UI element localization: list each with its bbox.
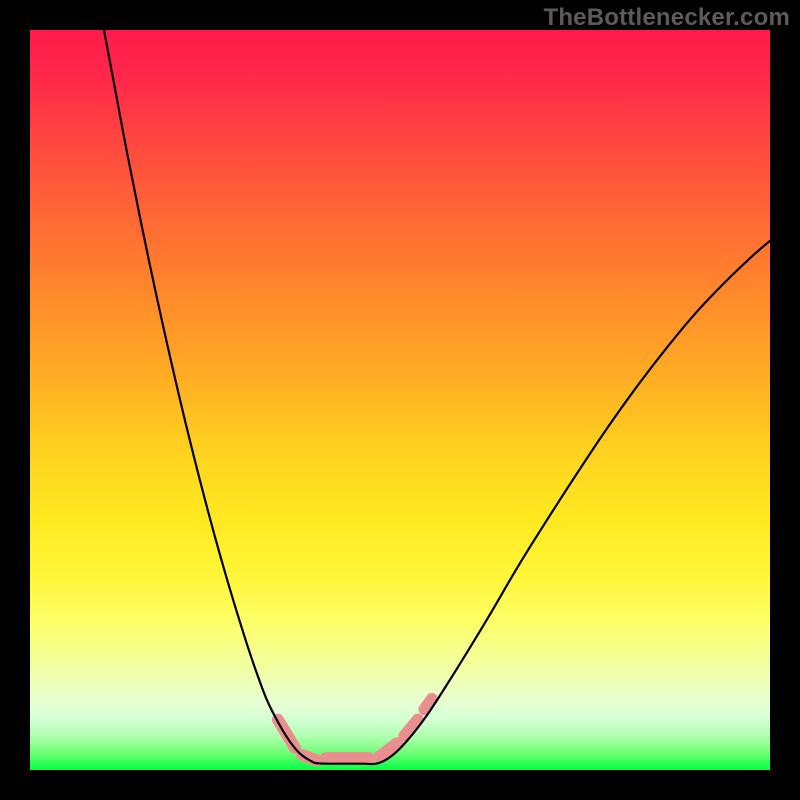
data-marker [424, 699, 431, 709]
plot-area [30, 30, 770, 770]
chart-stage: TheBottlenecker.com [0, 0, 800, 800]
watermark-source-label: TheBottlenecker.com [543, 4, 790, 32]
plot-svg [30, 30, 770, 770]
gradient-background [30, 30, 770, 770]
